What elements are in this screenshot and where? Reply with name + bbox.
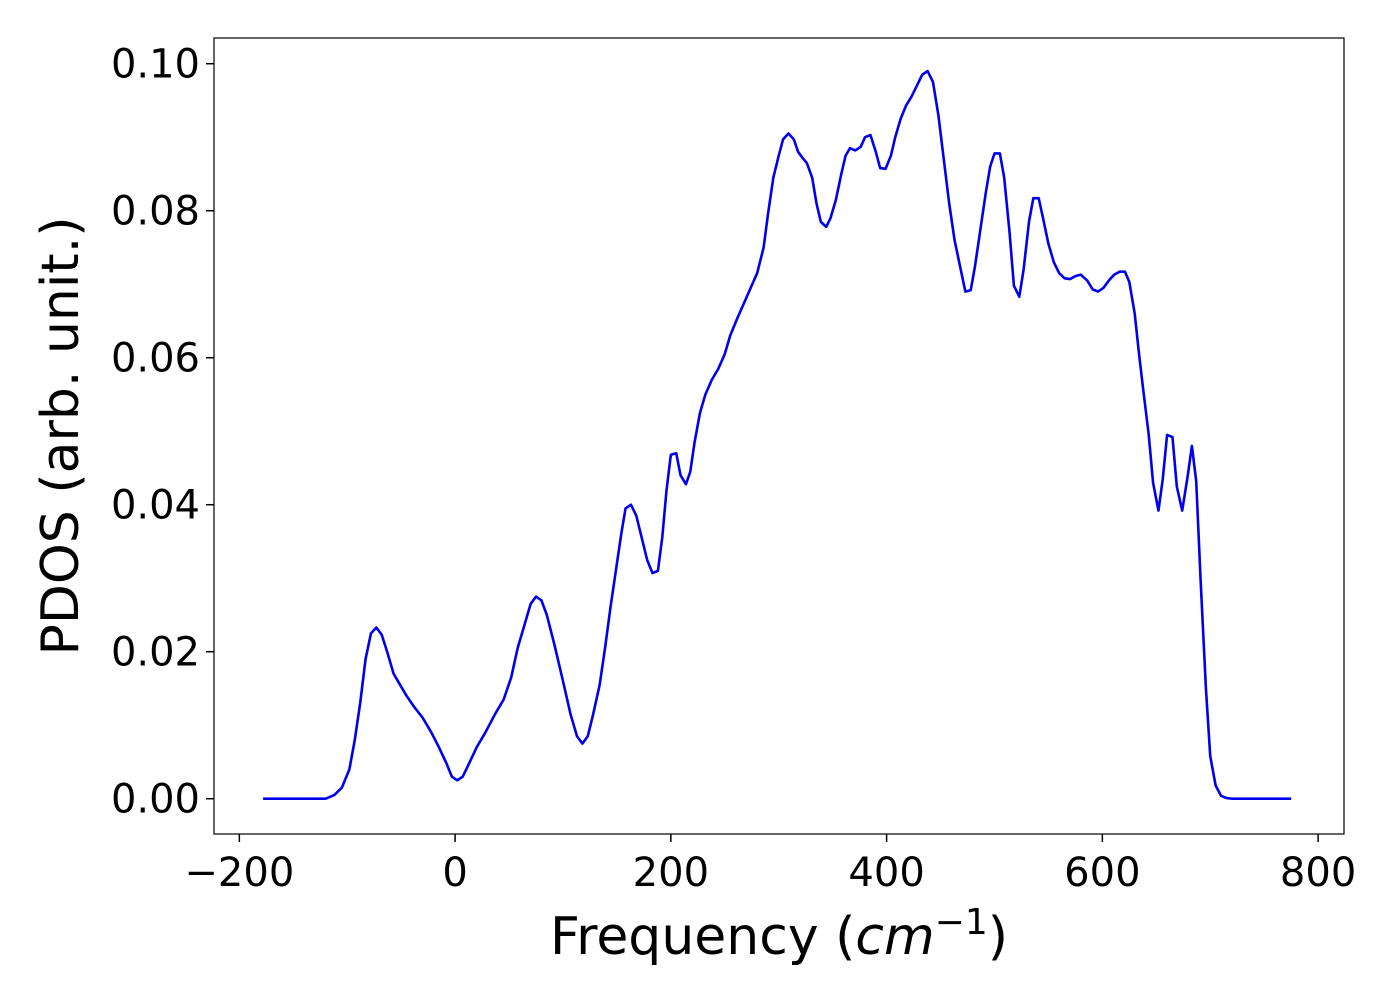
x-axis-label: Frequency (cm−1) — [550, 902, 1008, 967]
y-tick-label: 0.06 — [111, 336, 200, 382]
y-tick-label: 0.08 — [111, 189, 200, 235]
x-tick-label: 600 — [1064, 850, 1140, 896]
line — [263, 69, 1292, 801]
plot-frame — [213, 37, 1345, 835]
x-tick-label: −200 — [184, 850, 294, 896]
y-tick-label: 0.04 — [111, 483, 200, 529]
x-tick-label: 0 — [442, 850, 467, 896]
x-tick-label: 200 — [633, 850, 709, 896]
y-tick-label: 0.02 — [111, 630, 200, 676]
y-axis-label: PDOS (arb. unit.) — [31, 216, 91, 655]
y-tick-label: 0.10 — [111, 42, 200, 88]
y-tick-label: 0.00 — [111, 777, 200, 823]
x-tick-label: 400 — [848, 850, 924, 896]
x-tick-label: 800 — [1280, 850, 1356, 896]
